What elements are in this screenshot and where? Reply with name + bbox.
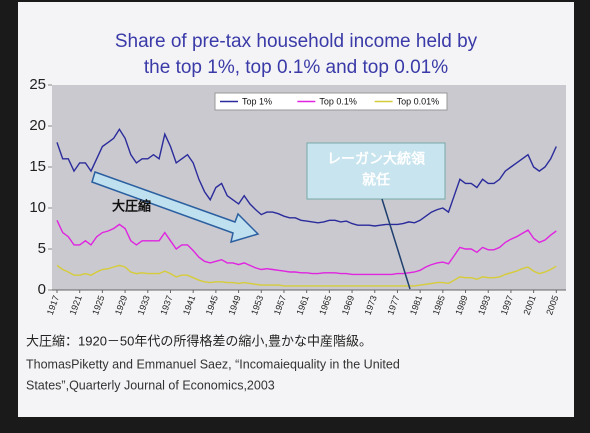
legend-box [214,92,448,111]
compression-arrow [91,171,260,244]
compression-label: 大圧縮 [112,198,151,213]
legend-label: Top 0.01% [397,96,440,106]
series-line [56,220,557,276]
reagan-arrow [381,198,411,290]
chart-title: the top 1%, top 0.1% and top 0.01% [144,57,448,78]
annotations: レーガン大統領 就任 大圧縮 [91,142,446,290]
series-line [56,127,557,227]
y-tick-label: 25 [29,76,46,93]
source-note: ThomasPiketty and Emmanuel Saez, “Incoma… [26,357,400,371]
source-note: 大圧縮：1920－50年代の所得格差の縮小,豊かな中産階級。 [26,333,372,348]
y-tick-label: 5 [38,240,46,257]
chart-title: Share of pre-tax household income held b… [115,31,478,52]
source-note: States”,Quarterly Journal of Economics,2… [26,378,275,392]
reagan-box [306,142,446,200]
legend-label: Top 0.1% [319,96,357,106]
y-tick-label: 10 [29,199,46,216]
series-line [56,264,557,287]
reagan-label: 就任 [362,172,390,188]
y-tick-label: 0 [38,281,46,298]
legend: Top 1% Top 0.1% Top 0.01% [214,92,448,111]
reagan-label: レーガン大統領 [327,151,426,167]
legend-label: Top 1% [242,96,272,106]
y-tick-label: 20 [29,117,46,134]
y-tick-label: 15 [29,158,46,175]
